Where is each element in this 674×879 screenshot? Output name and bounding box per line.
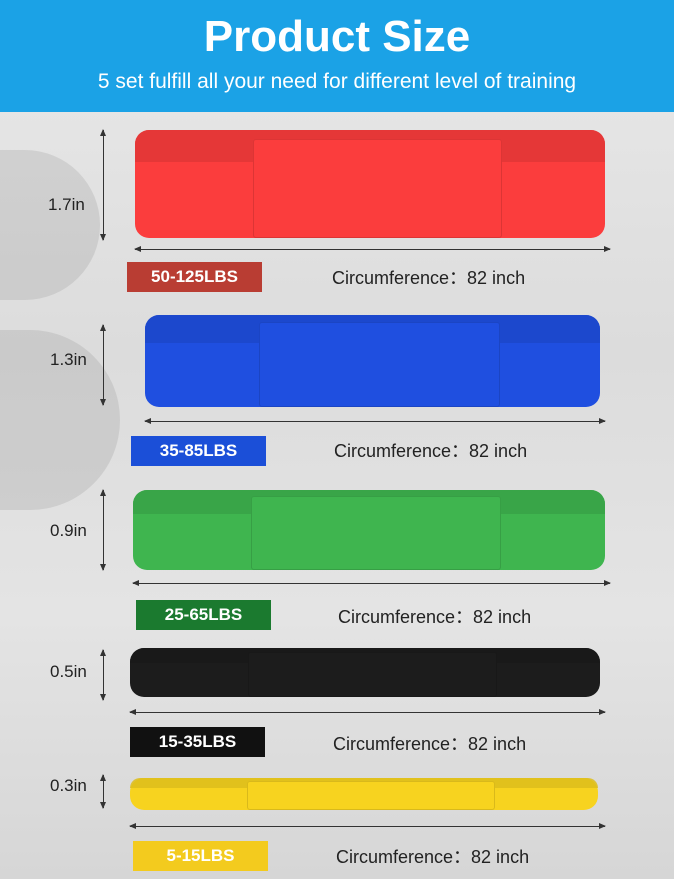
thickness-label: 1.3in: [50, 350, 87, 369]
circumference-label: Circumference：82 inch: [336, 847, 530, 867]
thickness-arrow: [100, 774, 106, 809]
thickness-arrow: [100, 649, 106, 701]
length-arrow: [129, 823, 606, 829]
resistance-band-image: [130, 648, 600, 697]
background-weight-plate: [0, 150, 100, 300]
resistance-band-image: [130, 778, 598, 810]
circumference-label: Circumference：82 inch: [332, 268, 526, 288]
band-wrap: [247, 780, 496, 810]
page-title: Product Size: [203, 12, 471, 61]
resistance-badge: 15-35LBS: [130, 727, 265, 757]
thickness-arrow: [100, 129, 106, 241]
band-wrap: [258, 322, 500, 407]
circumference-label: Circumference：82 inch: [333, 734, 527, 754]
resistance-band-image: [135, 130, 605, 238]
thickness-label: 0.9in: [50, 521, 87, 540]
circumference-label: Circumference：82 inch: [338, 607, 532, 627]
band-wrap: [252, 138, 502, 238]
resistance-badge: 5-15LBS: [133, 841, 268, 871]
band-wrap: [247, 651, 497, 697]
length-arrow: [134, 246, 611, 252]
length-arrow: [144, 418, 606, 424]
band-wrap: [251, 496, 502, 570]
thickness-label: 0.5in: [50, 662, 87, 681]
resistance-band-image: [133, 490, 605, 570]
thickness-arrow: [100, 489, 106, 571]
resistance-badge: 25-65LBS: [136, 600, 271, 630]
resistance-badge: 50-125LBS: [127, 262, 262, 292]
length-arrow: [132, 580, 611, 586]
length-arrow: [129, 709, 606, 715]
header-banner: Product Size 5 set fulfill all your need…: [0, 0, 674, 112]
thickness-label: 0.3in: [50, 776, 87, 795]
circumference-label: Circumference：82 inch: [334, 441, 528, 461]
thickness-arrow: [100, 324, 106, 406]
resistance-band-image: [145, 315, 600, 407]
thickness-label: 1.7in: [48, 195, 85, 214]
page-subtitle: 5 set fulfill all your need for differen…: [97, 70, 577, 93]
resistance-badge: 35-85LBS: [131, 436, 266, 466]
